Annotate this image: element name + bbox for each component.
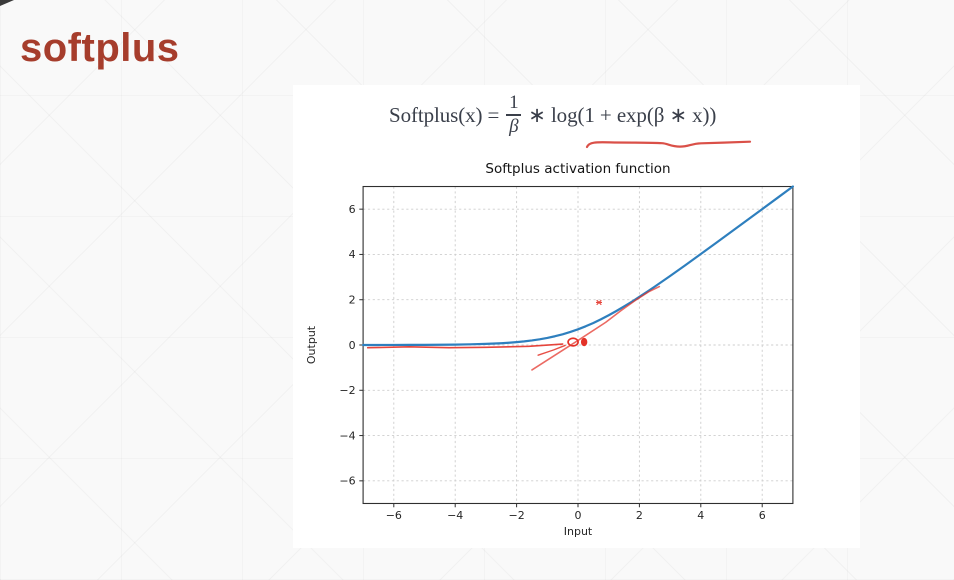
red-circle-mark (567, 337, 579, 347)
softplus-chart-canvas: −6 −4 −2 0 2 4 6 −6 −4 −2 0 2 4 6 Input Output (305, 185, 794, 538)
slide-title: softplus (20, 26, 180, 70)
red-zero-mark (580, 337, 588, 347)
svg-text:6: 6 (759, 509, 766, 522)
red-underline-path (585, 140, 752, 149)
red-star-mark (595, 299, 602, 306)
formula-fraction: 1 β (506, 92, 522, 138)
red-underline-annotation (585, 140, 752, 149)
svg-text:2: 2 (636, 509, 643, 522)
formula-lhs: Softplus(x) = (389, 102, 500, 127)
svg-text:4: 4 (697, 509, 704, 522)
svg-text:Output: Output (305, 325, 318, 364)
fraction-denominator: β (509, 116, 519, 138)
red-pen-annotations (366, 285, 661, 371)
svg-text:−2: −2 (339, 384, 355, 397)
tangent-line (531, 285, 661, 371)
svg-text:−4: −4 (447, 509, 463, 522)
chart-title: Softplus activation function (485, 161, 671, 177)
x-tick-labels: −6 −4 −2 0 2 4 6 (386, 509, 766, 522)
formula-rhs: ∗ log(1 + exp(β ∗ x)) (528, 102, 717, 127)
softplus-curve (361, 185, 794, 347)
svg-text:−4: −4 (339, 429, 355, 442)
fraction-bar (506, 114, 522, 116)
svg-text:−2: −2 (508, 509, 524, 522)
svg-text:2: 2 (349, 294, 356, 307)
svg-text:6: 6 (349, 203, 356, 216)
y-tick-labels: −6 −4 −2 0 2 4 6 (339, 203, 355, 488)
svg-text:−6: −6 (386, 509, 402, 522)
fraction-numerator: 1 (509, 92, 519, 113)
corner-mark (0, 0, 14, 6)
axis-labels: Input Output (305, 325, 593, 538)
figure-panel: Softplus(x) = 1 β ∗ log(1 + exp(β ∗ x)) … (293, 85, 860, 548)
relu-flat-line (366, 343, 564, 349)
short-stroke (537, 344, 566, 356)
svg-text:Input: Input (564, 525, 593, 538)
svg-text:0: 0 (349, 339, 356, 352)
svg-text:0: 0 (575, 509, 582, 522)
svg-text:−6: −6 (339, 475, 355, 488)
svg-text:4: 4 (349, 248, 356, 261)
softplus-formula: Softplus(x) = 1 β ∗ log(1 + exp(β ∗ x)) (389, 93, 716, 137)
